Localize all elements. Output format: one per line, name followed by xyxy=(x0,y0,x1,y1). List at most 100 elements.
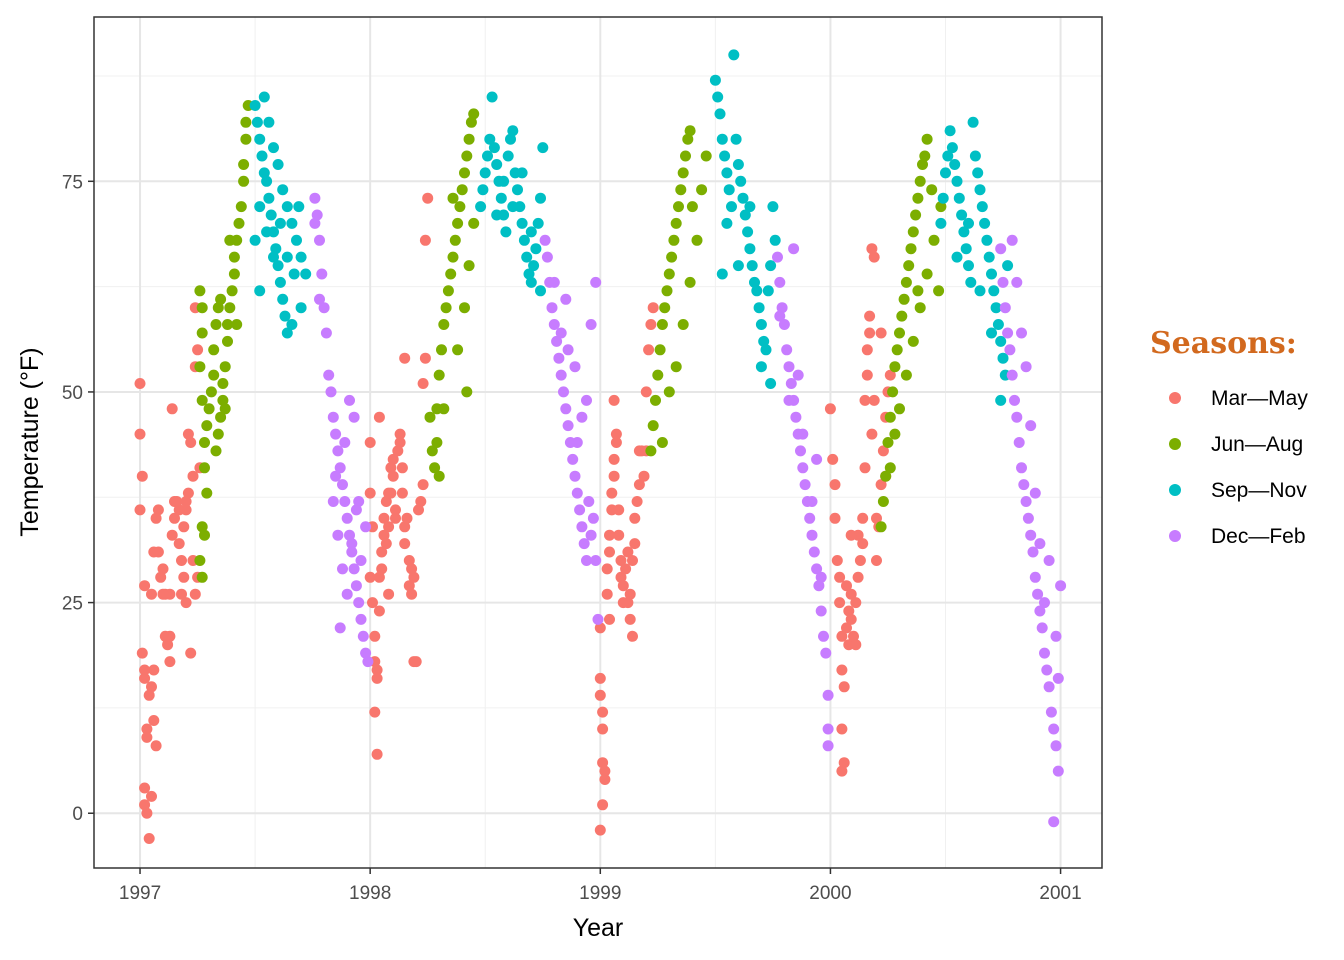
data-point xyxy=(912,285,924,297)
data-point xyxy=(178,571,190,583)
data-point xyxy=(762,285,774,297)
data-point xyxy=(1045,706,1057,718)
data-point xyxy=(143,833,155,844)
data-point xyxy=(350,580,362,592)
data-point xyxy=(663,386,675,398)
data-point xyxy=(413,504,424,516)
data-point xyxy=(804,512,816,524)
data-point xyxy=(1018,479,1030,491)
data-point xyxy=(256,150,268,162)
data-point xyxy=(594,824,606,836)
data-point xyxy=(417,479,429,491)
data-point xyxy=(251,116,263,128)
data-point xyxy=(440,302,452,314)
data-point xyxy=(201,420,213,432)
data-point xyxy=(645,319,657,330)
data-point xyxy=(286,217,298,229)
data-point xyxy=(383,588,395,600)
data-point xyxy=(590,555,602,566)
data-point xyxy=(387,453,399,465)
data-point xyxy=(1002,260,1014,272)
data-point xyxy=(429,462,441,474)
data-point xyxy=(176,555,187,566)
data-point xyxy=(281,201,293,213)
data-point xyxy=(969,150,981,162)
data-point xyxy=(990,302,1002,314)
data-point xyxy=(254,285,266,297)
data-point xyxy=(482,150,493,162)
data-point xyxy=(560,293,572,305)
data-point xyxy=(946,142,958,154)
legend-label: Sep—Nov xyxy=(1211,479,1307,502)
data-point xyxy=(861,344,873,356)
data-point xyxy=(337,563,348,575)
data-point xyxy=(367,597,378,609)
data-point xyxy=(134,428,146,440)
data-point xyxy=(944,125,956,137)
data-point xyxy=(1048,816,1060,828)
data-point xyxy=(373,605,385,617)
data-point xyxy=(205,386,217,398)
data-point xyxy=(940,167,951,179)
data-point xyxy=(364,487,376,499)
data-point xyxy=(516,217,528,229)
data-point xyxy=(371,672,383,684)
data-point xyxy=(146,790,157,802)
data-point xyxy=(638,470,650,482)
data-point xyxy=(224,302,236,314)
data-point xyxy=(820,647,832,659)
data-point xyxy=(1020,361,1032,373)
series-2 xyxy=(249,49,1014,406)
data-point xyxy=(1039,597,1050,609)
data-point xyxy=(291,234,302,246)
data-point xyxy=(758,335,770,347)
data-point xyxy=(974,184,986,196)
data-point xyxy=(387,470,399,482)
data-point xyxy=(744,243,756,255)
data-point xyxy=(268,251,279,263)
data-point xyxy=(1006,369,1018,381)
data-point xyxy=(525,276,537,288)
data-point xyxy=(836,765,848,777)
data-point xyxy=(500,226,512,238)
data-point xyxy=(854,555,866,566)
data-point xyxy=(772,251,783,263)
data-point xyxy=(150,740,162,752)
data-point xyxy=(594,689,606,701)
data-point xyxy=(926,184,938,196)
data-point xyxy=(995,394,1007,406)
data-point xyxy=(210,445,222,457)
y-tick-label: 0 xyxy=(72,804,83,825)
data-point xyxy=(215,411,227,423)
data-point xyxy=(1052,765,1064,777)
data-point xyxy=(390,512,401,524)
data-point xyxy=(150,512,162,524)
data-point xyxy=(169,512,180,524)
data-point xyxy=(258,167,270,179)
data-point xyxy=(396,462,408,474)
data-point xyxy=(222,335,233,347)
data-point xyxy=(834,597,846,609)
data-point xyxy=(755,361,767,373)
data-point xyxy=(410,656,422,668)
data-point xyxy=(1052,672,1064,684)
data-point xyxy=(739,209,751,221)
data-point xyxy=(344,394,355,406)
data-point xyxy=(399,538,411,550)
data-point xyxy=(408,571,420,583)
data-point xyxy=(709,74,721,86)
data-point xyxy=(330,428,342,440)
data-point xyxy=(139,672,151,684)
data-point xyxy=(406,563,418,575)
data-point xyxy=(146,588,157,600)
data-point xyxy=(1048,723,1060,735)
data-point xyxy=(364,437,376,448)
data-point xyxy=(716,268,728,280)
data-point xyxy=(182,428,194,440)
data-point xyxy=(516,167,528,179)
data-point xyxy=(152,504,164,516)
data-point xyxy=(477,184,489,196)
data-point xyxy=(341,588,353,600)
data-point xyxy=(560,403,572,415)
data-point xyxy=(139,580,151,592)
